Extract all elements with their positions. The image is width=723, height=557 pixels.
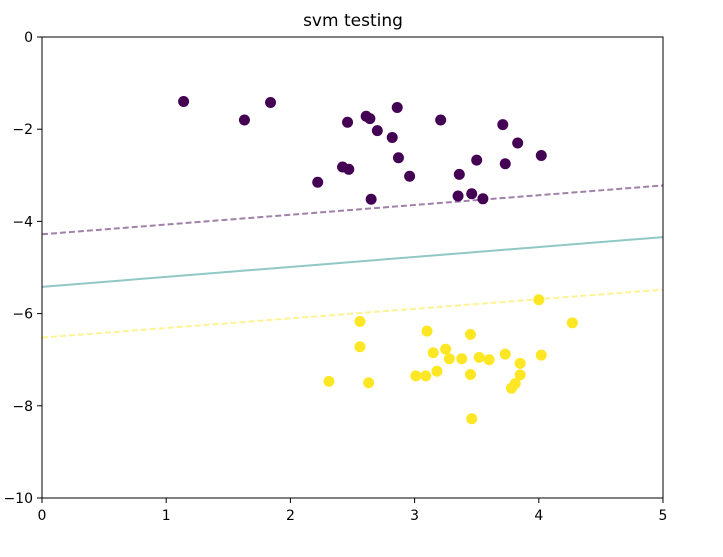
x-tick-label: 5 [659, 508, 668, 524]
scatter-point-class-1 [514, 357, 526, 369]
x-axis-ticks: 0 1 2 3 4 5 [38, 498, 668, 524]
scatter-point-class-1 [535, 349, 547, 361]
scatter-point-class-0 [342, 116, 354, 128]
scatter-point-class-0 [512, 137, 524, 149]
scatter-point-class-1 [427, 347, 439, 359]
scatter-point-class-1 [354, 315, 366, 327]
x-tick-label: 0 [38, 508, 47, 524]
scatter-point-class-1 [354, 341, 366, 353]
scatter-point-class-1 [483, 354, 495, 366]
scatter-point-class-0 [343, 163, 355, 175]
scatter-point-class-0 [392, 152, 404, 164]
scatter-point-class-0 [453, 168, 465, 180]
scatter-point-class-1 [410, 370, 422, 382]
y-tick-label: −10 [3, 491, 33, 507]
y-tick-label: −8 [12, 399, 33, 415]
scatter-points [178, 96, 578, 425]
scatter-point-class-1 [420, 370, 432, 382]
scatter-point-class-0 [386, 131, 398, 143]
scatter-point-class-1 [440, 343, 452, 355]
scatter-point-class-1 [456, 353, 468, 365]
scatter-point-class-0 [312, 176, 324, 188]
scatter-point-class-0 [365, 193, 377, 205]
scatter-point-class-0 [265, 96, 277, 108]
margin-line-0 [41, 184, 664, 236]
scatter-point-class-1 [443, 353, 455, 365]
scatter-point-class-0 [497, 119, 509, 131]
scatter-point-class-0 [477, 193, 489, 205]
scatter-point-class-1 [499, 348, 511, 360]
scatter-point-class-1 [514, 369, 526, 381]
y-tick-label: −4 [12, 214, 33, 230]
x-tick-label: 2 [286, 508, 295, 524]
scatter-point-class-0 [499, 158, 511, 170]
scatter-point-class-0 [391, 102, 403, 114]
decision-lines [41, 184, 664, 339]
y-tick-label: 0 [24, 30, 33, 46]
y-axis-ticks: 0 −2 −4 −6 −8 −10 [3, 30, 42, 507]
scatter-point-class-1 [363, 377, 375, 389]
scatter-point-class-0 [404, 170, 416, 182]
x-tick-label: 1 [162, 508, 171, 524]
scatter-point-class-1 [431, 365, 443, 377]
scatter-point-class-1 [421, 325, 433, 337]
scatter-point-class-1 [509, 378, 521, 390]
scatter-point-class-0 [466, 188, 478, 200]
y-tick-label: −2 [12, 122, 33, 138]
plot-area-frame [41, 36, 664, 499]
scatter-point-class-0 [452, 190, 464, 202]
y-tick-label: −6 [12, 307, 33, 323]
margin-line-2 [41, 288, 664, 339]
scatter-point-class-1 [323, 375, 335, 387]
scatter-point-class-1 [464, 368, 476, 380]
scatter-point-class-0 [471, 154, 483, 166]
chart-title: svm testing [303, 11, 403, 31]
scatter-point-class-0 [178, 96, 190, 108]
scatter-point-class-1 [566, 317, 578, 329]
decision-boundary-line [41, 236, 664, 288]
scatter-point-class-0 [238, 114, 250, 126]
x-tick-label: 4 [534, 508, 543, 524]
scatter-point-class-0 [535, 149, 547, 161]
scatter-point-class-1 [473, 351, 485, 363]
scatter-point-class-0 [435, 114, 447, 126]
scatter-point-class-1 [466, 413, 478, 425]
x-tick-label: 3 [410, 508, 419, 524]
scatter-point-class-1 [464, 328, 476, 340]
scatter-point-class-1 [533, 294, 545, 306]
scatter-point-class-0 [364, 113, 376, 125]
scatter-point-class-0 [371, 125, 383, 137]
